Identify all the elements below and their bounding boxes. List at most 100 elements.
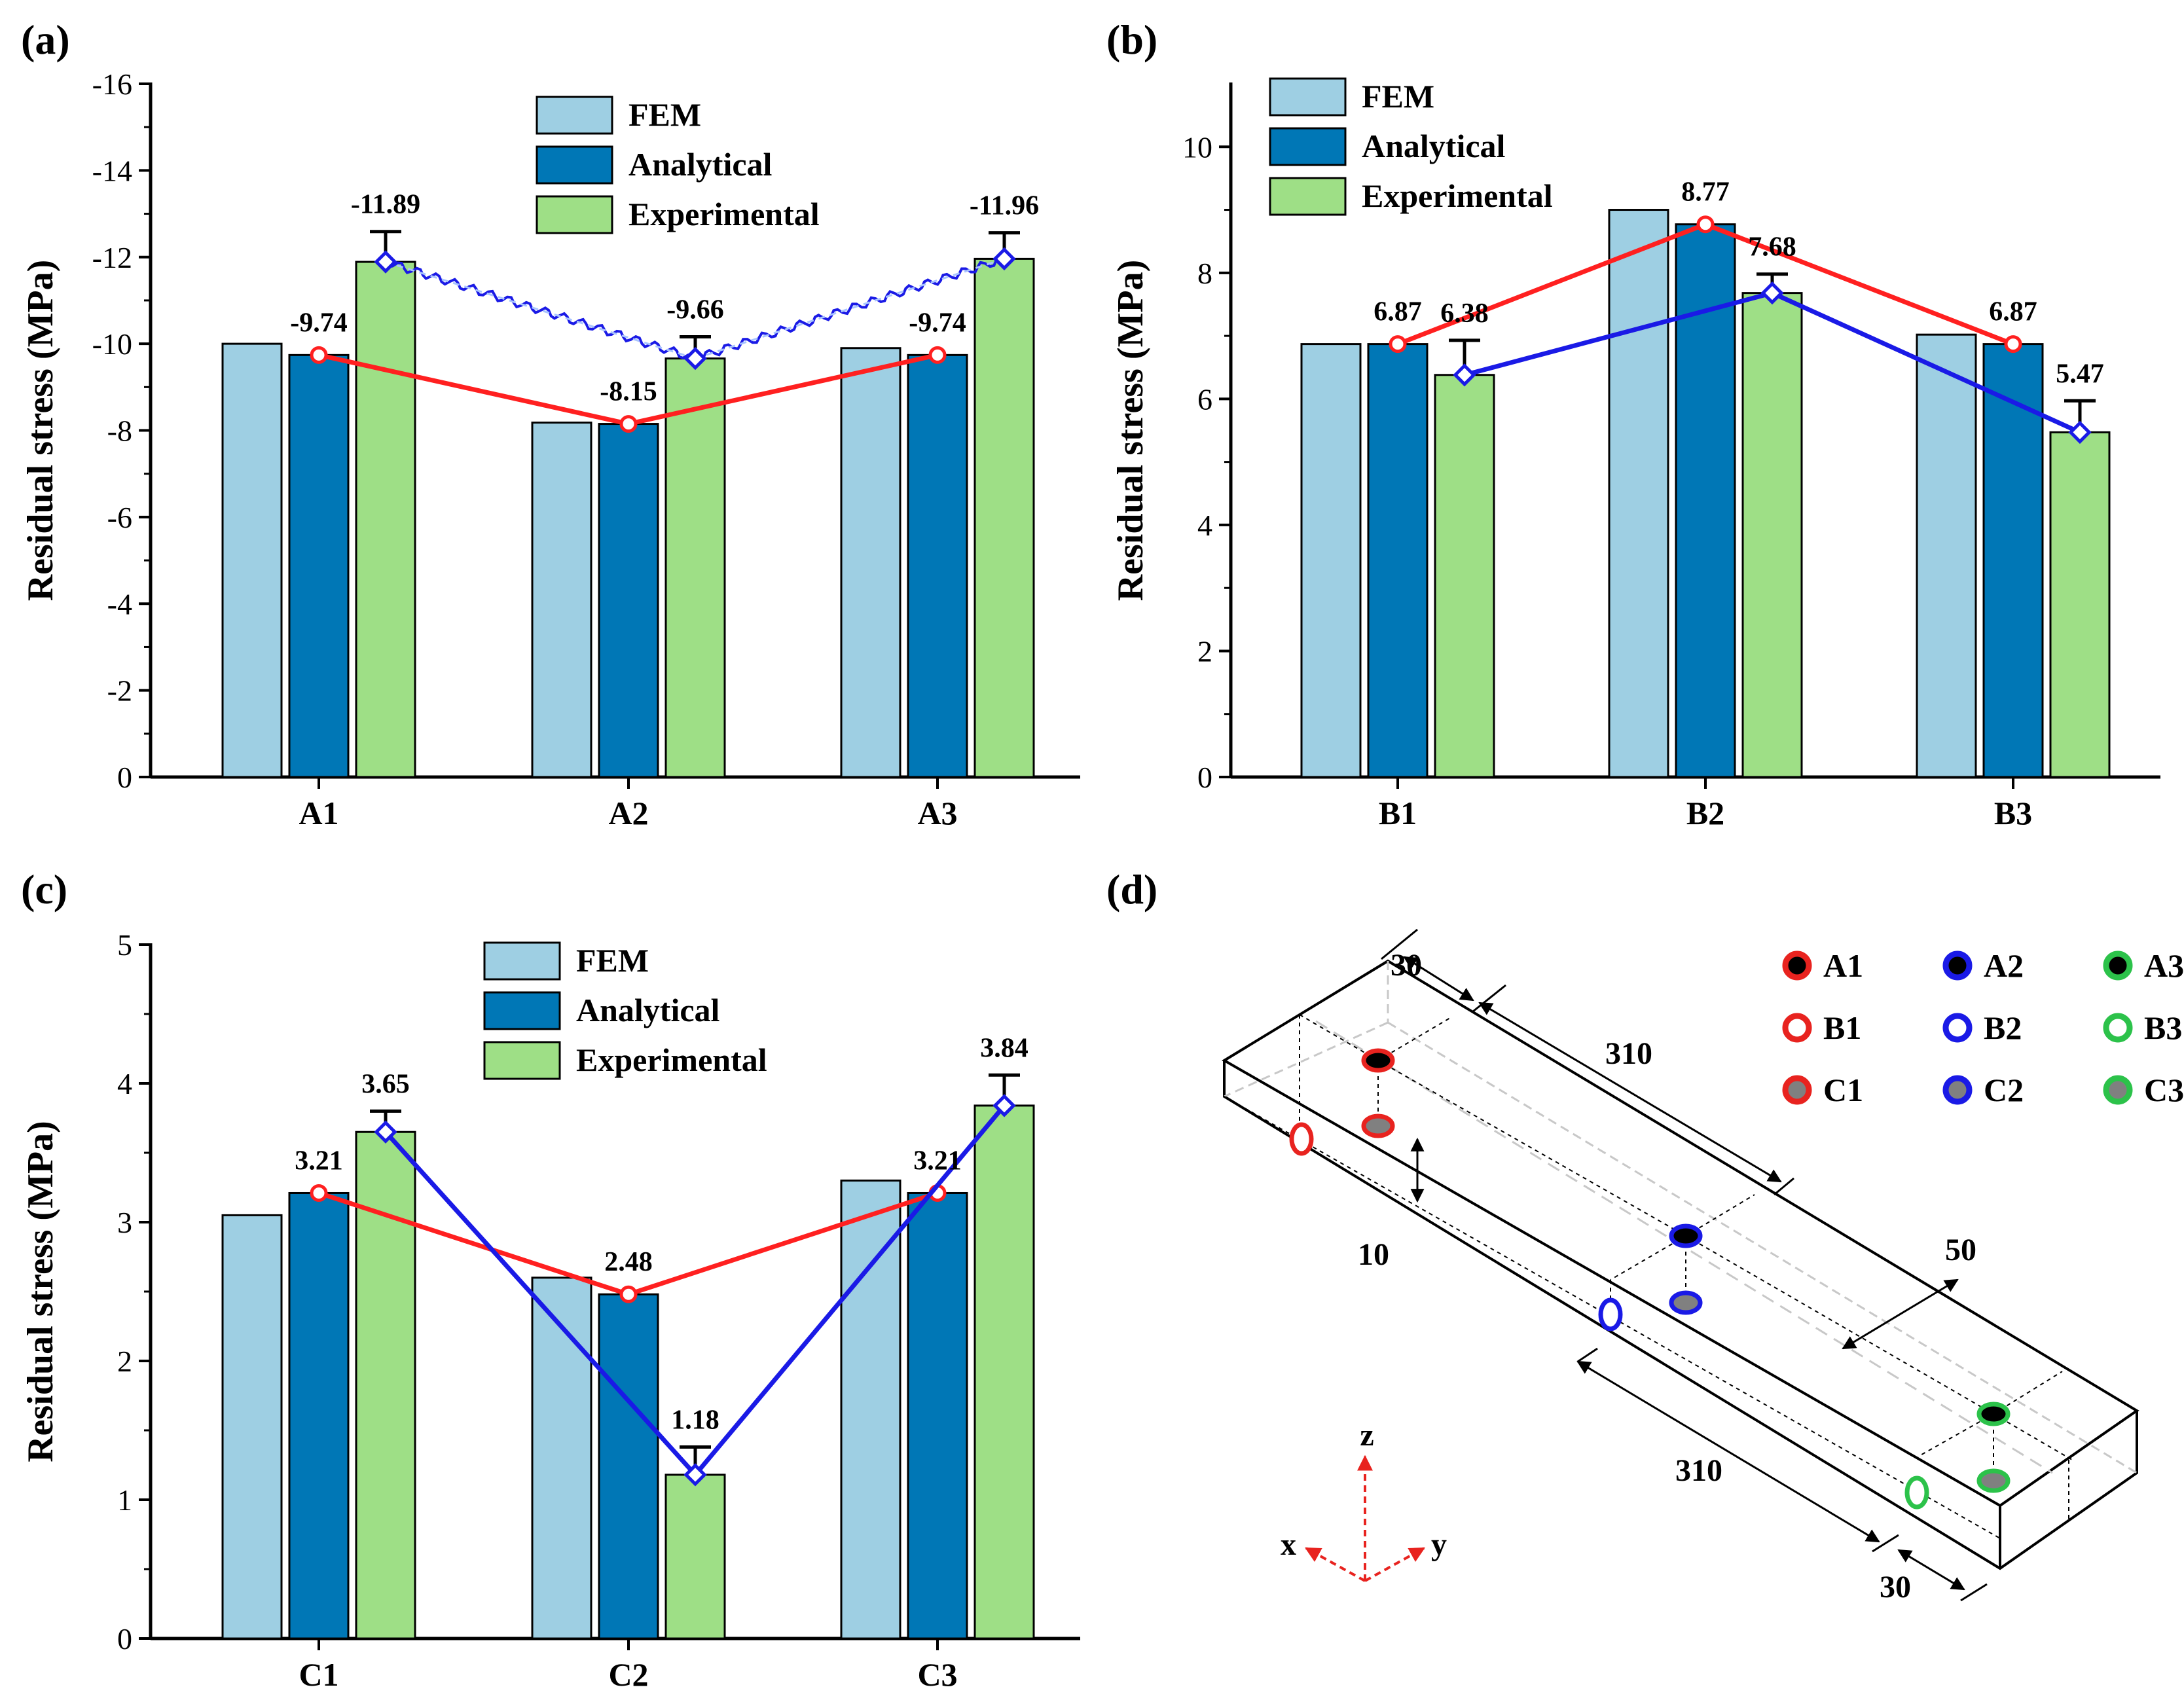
analytical-data-label: -9.74 (290, 308, 348, 338)
bar-experimental (1434, 374, 1495, 778)
legend: FEM Analytical Experimental (536, 96, 820, 234)
dim-depth: 10 (1358, 1237, 1389, 1272)
analytical-data-label: -8.15 (600, 377, 657, 407)
legend-swatch (1269, 177, 1347, 216)
legend-point-label: C3 (2144, 1072, 2184, 1108)
legend-point-c2 (1942, 1075, 1973, 1105)
dim-bottom-width: 30 (1880, 1570, 1911, 1604)
legend-point-b2 (1942, 1013, 1973, 1043)
analytical-marker (1389, 335, 1407, 353)
analytical-data-label: 3.21 (913, 1146, 962, 1176)
point-c3 (1976, 1468, 2011, 1493)
legend-label: FEM (1362, 78, 1434, 115)
experimental-data-label: 1.18 (671, 1405, 719, 1435)
experimental-data-label: -11.89 (351, 190, 420, 220)
point-c2 (1669, 1290, 1703, 1315)
legend-point-a1 (1782, 951, 1812, 981)
legend-point-label: B3 (2144, 1009, 2182, 1046)
legend-swatch (483, 1041, 561, 1080)
x-tick-label: A1 (299, 795, 338, 831)
legend-point-label: C2 (1984, 1072, 2024, 1108)
bar-fem (1300, 343, 1362, 778)
analytical-data-label: 6.87 (1374, 297, 1422, 327)
x-tick-label: B2 (1686, 795, 1724, 831)
bar-experimental (974, 257, 1035, 778)
x-tick-label: B3 (1994, 795, 2032, 831)
legend-point-b1 (1782, 1013, 1812, 1043)
y-tick-label: -12 (92, 241, 132, 274)
legend-point-label: B2 (1984, 1009, 2022, 1046)
bar-fem (840, 1179, 901, 1640)
analytical-data-label: 2.48 (604, 1247, 653, 1277)
x-tick-label: A3 (917, 795, 957, 831)
x-tick-label: B1 (1379, 795, 1417, 831)
experimental-data-label: 7.68 (1748, 232, 1796, 263)
point-b2 (1598, 1297, 1623, 1331)
experimental-marker (992, 1094, 1016, 1117)
bar-fem (531, 1276, 592, 1640)
x-tick-label: C3 (917, 1656, 957, 1693)
y-tick-label: -10 (92, 327, 132, 361)
chart-panel-a: 0 -2 -4 -6 -8 -10 -12 -14 -16 Residual stress (MP… (20, 67, 1080, 831)
y-tick-label: 3 (117, 1206, 132, 1239)
experimental-marker (2068, 420, 2092, 444)
legend-label: Analytical (628, 146, 773, 183)
y-tick-label: 4 (1197, 509, 1212, 542)
axis-label-x: x (1281, 1527, 1296, 1562)
legend-swatch (483, 941, 561, 981)
analytical-marker (310, 346, 328, 364)
legend: FEM Analytical Experimental (1269, 77, 1553, 216)
bar-analytical (907, 1191, 968, 1640)
legend-point-label: A1 (1823, 947, 1863, 984)
dim-bottom-length: 310 (1675, 1453, 1722, 1488)
legend-label: Analytical (576, 992, 720, 1028)
legend-point-label: A2 (1984, 947, 2024, 984)
experimental-marker (683, 346, 707, 371)
legend-swatch (536, 96, 613, 135)
panel-label-d: (d) (1106, 866, 1157, 913)
legend-point-c1 (1782, 1075, 1812, 1105)
axis-label-y: y (1431, 1527, 1447, 1562)
y-tick-label: -14 (92, 154, 132, 187)
y-axis-label: Residual stress (MPa) (1110, 260, 1151, 602)
y-tick-label: 10 (1182, 130, 1212, 164)
y-axis-label: Residual stress (MPa) (20, 260, 61, 602)
y-tick-label: -16 (92, 67, 132, 101)
legend-point-label: C1 (1823, 1072, 1863, 1108)
bar-analytical (907, 353, 968, 778)
bar-fem (531, 422, 592, 778)
bar-experimental (974, 1104, 1035, 1640)
y-tick-label: -2 (107, 674, 132, 708)
bar-fem (221, 342, 283, 778)
bar-analytical (288, 1191, 350, 1640)
bar-experimental (355, 261, 416, 778)
y-tick-label: 5 (117, 928, 132, 962)
x-tick-label: C2 (608, 1656, 648, 1693)
experimental-marker (992, 247, 1016, 271)
bar-experimental (1741, 292, 1803, 778)
y-tick-label: 4 (117, 1067, 132, 1100)
legend-swatch (1269, 77, 1347, 117)
y-axis-label: Residual stress (MPa) (20, 1121, 61, 1462)
experimental-marker (1453, 363, 1476, 387)
experimental-marker (374, 250, 397, 274)
bar-fem (221, 1214, 283, 1640)
bar-analytical (598, 1293, 659, 1640)
experimental-marker (374, 1120, 397, 1144)
y-tick-label: -8 (107, 414, 132, 448)
y-tick-label: 1 (117, 1483, 132, 1517)
bar-experimental (664, 357, 726, 778)
bar-analytical (288, 353, 350, 778)
dim-width: 50 (1945, 1233, 1976, 1267)
coordinate-axes (1304, 1455, 1426, 1582)
experimental-data-label: 6.38 (1440, 299, 1489, 329)
bar-analytical (1982, 343, 2044, 778)
analytical-data-label: -9.74 (909, 308, 966, 338)
legend-label: FEM (628, 96, 701, 133)
legend-point-a3 (2103, 951, 2133, 981)
experimental-line (384, 261, 697, 360)
analytical-data-label: 3.21 (295, 1146, 343, 1176)
analytical-marker (619, 1285, 638, 1303)
experimental-marker (1760, 281, 1784, 305)
